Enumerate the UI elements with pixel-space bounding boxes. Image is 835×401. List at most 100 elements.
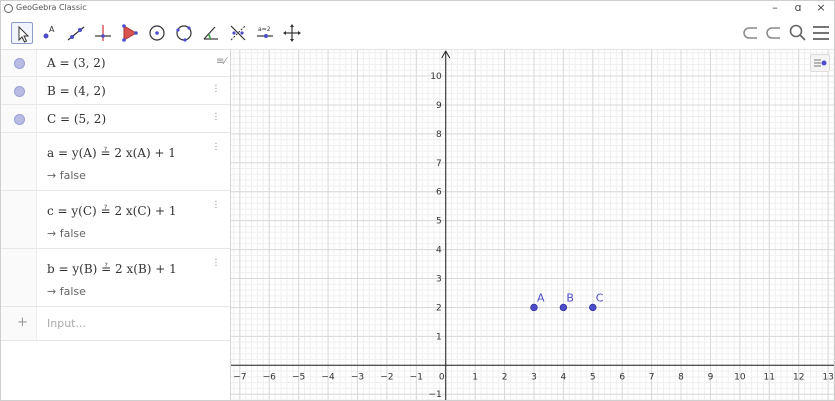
menu-button[interactable] bbox=[810, 23, 832, 43]
polygon-tool[interactable] bbox=[119, 22, 141, 44]
algebra-expr-c[interactable]: c = y(C) ≟ 2 x(C) + 1 bbox=[47, 204, 177, 218]
line-icon bbox=[67, 26, 85, 41]
algebra-expr-B[interactable]: B = (4, 2) bbox=[47, 84, 106, 98]
x-tick-label: −7 bbox=[233, 372, 246, 382]
reflect-icon bbox=[230, 25, 246, 41]
graphics-style-bar-toggle[interactable] bbox=[810, 54, 830, 72]
close-button[interactable]: × bbox=[816, 1, 826, 14]
y-axis-arrow bbox=[441, 50, 451, 59]
slider-icon: a=2 bbox=[257, 26, 273, 38]
row-gutter bbox=[1, 249, 37, 306]
redo-button[interactable] bbox=[764, 23, 786, 43]
circle-three-points-icon bbox=[176, 25, 192, 42]
algebra-item-c[interactable]: c = y(C) ≟ 2 x(C) + 1 → false · · · bbox=[1, 191, 230, 249]
graphics-canvas[interactable]: −7 −6 −5 −4 −3 −2 −1 0 1 2 3 4 5 6 7 8 9 10 11 12 1310987654… bbox=[231, 50, 834, 400]
expr-relation: ≟ bbox=[100, 146, 111, 160]
perpendicular-line-tool[interactable] bbox=[92, 22, 114, 44]
y-tick-label: 4 bbox=[436, 246, 442, 256]
x-tick-label: 6 bbox=[619, 372, 625, 382]
angle-icon bbox=[203, 26, 218, 40]
algebra-expr-b[interactable]: b = y(B) ≟ 2 x(B) + 1 bbox=[47, 262, 177, 276]
algebra-view: A = (3, 2) ≡⁄ B = (4, 2) · · · C = (5, 2) … bbox=[1, 50, 231, 400]
expr-lhs: c = y(C) bbox=[47, 204, 97, 218]
reflect-tool[interactable] bbox=[227, 22, 249, 44]
visibility-toggle-B[interactable] bbox=[14, 86, 25, 97]
x-tick-label: −6 bbox=[263, 372, 277, 382]
algebra-description-toggle[interactable]: ≡⁄ bbox=[215, 56, 226, 67]
visibility-toggle-A[interactable] bbox=[14, 58, 25, 69]
angle-tool[interactable] bbox=[200, 22, 222, 44]
x-tick-label: 9 bbox=[708, 372, 714, 382]
move-tool[interactable] bbox=[11, 22, 33, 44]
x-tick-label: 13 bbox=[822, 372, 833, 382]
row-gutter bbox=[1, 133, 37, 190]
point-tool-label: A bbox=[49, 25, 55, 34]
algebra-input-row[interactable]: + Input... bbox=[1, 307, 230, 341]
x-tick-label: 3 bbox=[531, 372, 537, 382]
point-icon: A bbox=[43, 25, 55, 39]
algebra-expr-A[interactable]: A = (3, 2) bbox=[47, 56, 106, 70]
algebra-item-b[interactable]: b = y(B) ≟ 2 x(B) + 1 → false · · · bbox=[1, 249, 230, 307]
point-label-A: A bbox=[537, 291, 545, 304]
expr-rhs: 2 x(A) + 1 bbox=[114, 146, 176, 160]
minimize-button[interactable]: – bbox=[772, 1, 778, 14]
algebra-input-field[interactable]: Input... bbox=[47, 317, 86, 330]
point-C bbox=[589, 303, 597, 312]
expr-lhs: b = y(B) bbox=[47, 262, 98, 276]
add-icon[interactable]: + bbox=[17, 315, 28, 330]
circle-three-points-tool[interactable] bbox=[173, 22, 195, 44]
search-icon bbox=[789, 24, 806, 41]
graphics-view[interactable]: −7 −6 −5 −4 −3 −2 −1 0 1 2 3 4 5 6 7 8 9 10 11 12 13 10 9 8 7 6 5 4… bbox=[231, 50, 834, 400]
hamburger-menu-icon bbox=[813, 26, 829, 40]
expr-rhs: 2 x(C) + 1 bbox=[114, 204, 177, 218]
item-menu-icon[interactable]: · · · bbox=[214, 81, 218, 98]
item-menu-icon[interactable]: · · · bbox=[214, 109, 218, 126]
y-tick-label: 6 bbox=[436, 188, 442, 198]
move-graphics-icon bbox=[283, 24, 301, 42]
perpendicular-icon bbox=[95, 25, 111, 41]
y-tick-label: −1 bbox=[428, 390, 441, 400]
x-tick-label: −1 bbox=[410, 372, 423, 382]
algebra-item-A[interactable]: A = (3, 2) ≡⁄ bbox=[1, 50, 230, 77]
line-tool[interactable] bbox=[65, 22, 87, 44]
move-graphics-tool[interactable] bbox=[281, 22, 303, 44]
algebra-expr-C[interactable]: C = (5, 2) bbox=[47, 112, 107, 126]
point-tool[interactable]: A bbox=[38, 22, 60, 44]
algebra-item-C[interactable]: C = (5, 2) · · · bbox=[1, 105, 230, 133]
point-label-C: C bbox=[596, 291, 604, 304]
item-menu-icon[interactable]: · · · bbox=[214, 139, 218, 156]
expr-relation: ≟ bbox=[100, 204, 111, 218]
maximize-button[interactable]: ɑ bbox=[794, 1, 802, 14]
point-label-B: B bbox=[566, 291, 574, 304]
slider-tool[interactable]: a=2 bbox=[254, 22, 276, 44]
x-tick-label: 4 bbox=[561, 372, 567, 382]
undo-button[interactable] bbox=[741, 23, 763, 43]
algebra-result-c: → false bbox=[47, 227, 86, 240]
y-tick-label: 5 bbox=[436, 217, 442, 227]
algebra-item-a[interactable]: a = y(A) ≟ 2 x(A) + 1 → false · · · bbox=[1, 133, 230, 191]
algebra-result-a: → false bbox=[47, 169, 86, 182]
x-tick-label: 11 bbox=[764, 372, 775, 382]
slider-tool-label: a=2 bbox=[258, 26, 271, 33]
item-menu-icon[interactable]: · · · bbox=[214, 197, 218, 214]
item-menu-icon[interactable]: · · · bbox=[214, 255, 218, 272]
x-tick-label: 1 bbox=[472, 372, 478, 382]
algebra-expr-a[interactable]: a = y(A) ≟ 2 x(A) + 1 bbox=[47, 146, 176, 160]
point-B bbox=[559, 303, 568, 312]
point-A bbox=[530, 303, 538, 312]
algebra-item-B[interactable]: B = (4, 2) · · · bbox=[1, 77, 230, 105]
undo-icon bbox=[743, 27, 757, 39]
x-tick-label: 10 bbox=[734, 372, 746, 382]
circle-tool[interactable] bbox=[146, 22, 168, 44]
y-tick-label: 7 bbox=[436, 159, 442, 169]
search-button[interactable] bbox=[787, 23, 809, 43]
visibility-toggle-C[interactable] bbox=[14, 114, 25, 125]
y-tick-label: 3 bbox=[436, 275, 442, 285]
x-tick-label: −2 bbox=[380, 372, 393, 382]
expr-relation: ≟ bbox=[101, 262, 112, 276]
y-tick-label: 1 bbox=[436, 332, 442, 342]
style-bar-icon bbox=[814, 59, 827, 67]
x-tick-label: 0 bbox=[439, 372, 445, 382]
geogebra-app-icon bbox=[4, 4, 13, 13]
polygon-icon bbox=[122, 24, 138, 42]
